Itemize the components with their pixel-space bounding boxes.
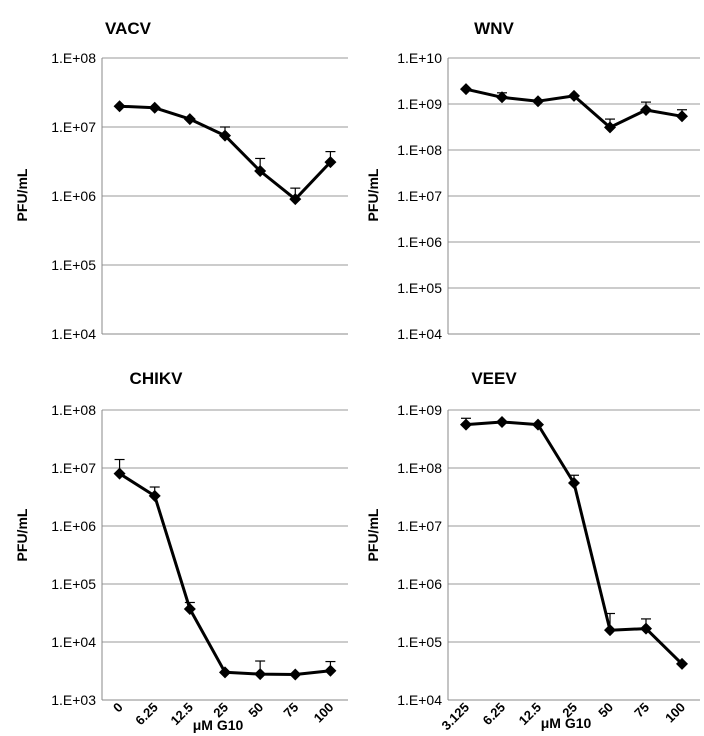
x-tick-label: 6.25 [480,700,509,729]
y-tick-label: 1.E+04 [51,634,96,650]
panel-vacv: VACV PFU/mL 1.E+04 1.E+05 1.E+06 1.E+07 1.E+… [14,19,348,342]
panel-title: WNV [474,19,514,38]
y-tick-label: 1.E+08 [51,402,96,418]
data-point [183,603,196,616]
y-tick-label: 1.E+08 [397,460,442,476]
data-point [532,95,544,108]
y-tick-label: 1.E+09 [397,96,442,112]
data-point [460,83,472,96]
panel-chikv: CHIKV PFU/mL μM G10 1.E+03 1.E+04 1.E+05 1.… [14,369,348,733]
data-point [219,129,231,142]
y-tick-label: 1.E+03 [51,692,96,708]
series-line [119,104,332,201]
x-tick-label: 75 [631,700,652,721]
y-axis-label: PFU/mL [365,508,381,561]
x-axis-label: μM G10 [193,717,244,733]
y-tick-label: 1.E+09 [397,402,442,418]
data-point [532,418,544,431]
panel-veev: VEEV PFU/mL μM G10 1.E+04 1.E+05 1.E+06 1.E… [365,369,700,733]
data-point [219,666,231,679]
y-tick-label: 1.E+06 [397,234,442,250]
panel-wnv: WNV PFU/mL 1.E+04 1.E+05 1.E+06 1.E+07 1.E+0… [365,19,700,342]
y-tick-label: 1.E+06 [51,518,96,534]
y-tick-label: 1.E+05 [51,576,96,592]
x-tick-label: 100 [662,700,688,726]
data-point [676,110,688,123]
y-tick-label: 1.E+08 [51,50,96,66]
x-tick-label: 100 [311,700,337,726]
x-tick-label: 3.125 [439,700,473,734]
data-point [604,121,616,134]
y-tick-label: 1.E+06 [397,576,442,592]
data-point [148,489,161,502]
y-tick-label: 1.E+04 [397,326,442,342]
x-tick-label: 0 [110,700,126,716]
data-point [640,622,652,635]
x-tick-label: 6.25 [132,700,161,729]
data-point [113,100,126,113]
data-point [324,156,337,169]
data-point [324,664,337,677]
y-tick-label: 1.E+05 [397,280,442,296]
x-tick-label: 50 [245,700,266,721]
data-point [496,416,508,429]
y-tick-label: 1.E+07 [51,119,96,135]
panel-title: VACV [105,19,152,38]
data-point [640,104,652,117]
data-point [254,668,267,681]
data-point [148,101,161,114]
x-tick-label: 75 [281,700,302,721]
panel-title: VEEV [471,369,517,388]
y-tick-label: 1.E+07 [51,460,96,476]
y-tick-label: 1.E+07 [397,518,442,534]
data-point [289,193,302,206]
y-tick-label: 1.E+08 [397,142,442,158]
y-tick-label: 1.E+05 [397,634,442,650]
y-tick-label: 1.E+10 [397,50,442,66]
data-point [496,91,508,104]
data-point [254,165,267,178]
y-axis-label: PFU/mL [365,168,381,221]
data-point [604,624,616,637]
y-tick-label: 1.E+05 [51,257,96,273]
y-tick-label: 1.E+06 [51,188,96,204]
data-point [676,657,688,670]
x-tick-label: 50 [595,700,616,721]
y-tick-label: 1.E+07 [397,188,442,204]
data-point [289,668,302,681]
y-axis-label: PFU/mL [14,168,30,221]
x-axis-label: μM G10 [541,715,592,731]
data-point [568,477,580,490]
y-axis-label: PFU/mL [14,508,30,561]
data-point [113,467,126,480]
panel-title: CHIKV [130,369,184,388]
series-line [118,472,331,676]
x-tick-label: 12.5 [167,700,196,729]
data-point [183,113,196,126]
y-tick-label: 1.E+04 [397,692,442,708]
data-point [568,89,580,102]
data-point [460,418,472,431]
y-tick-label: 1.E+04 [51,326,96,342]
